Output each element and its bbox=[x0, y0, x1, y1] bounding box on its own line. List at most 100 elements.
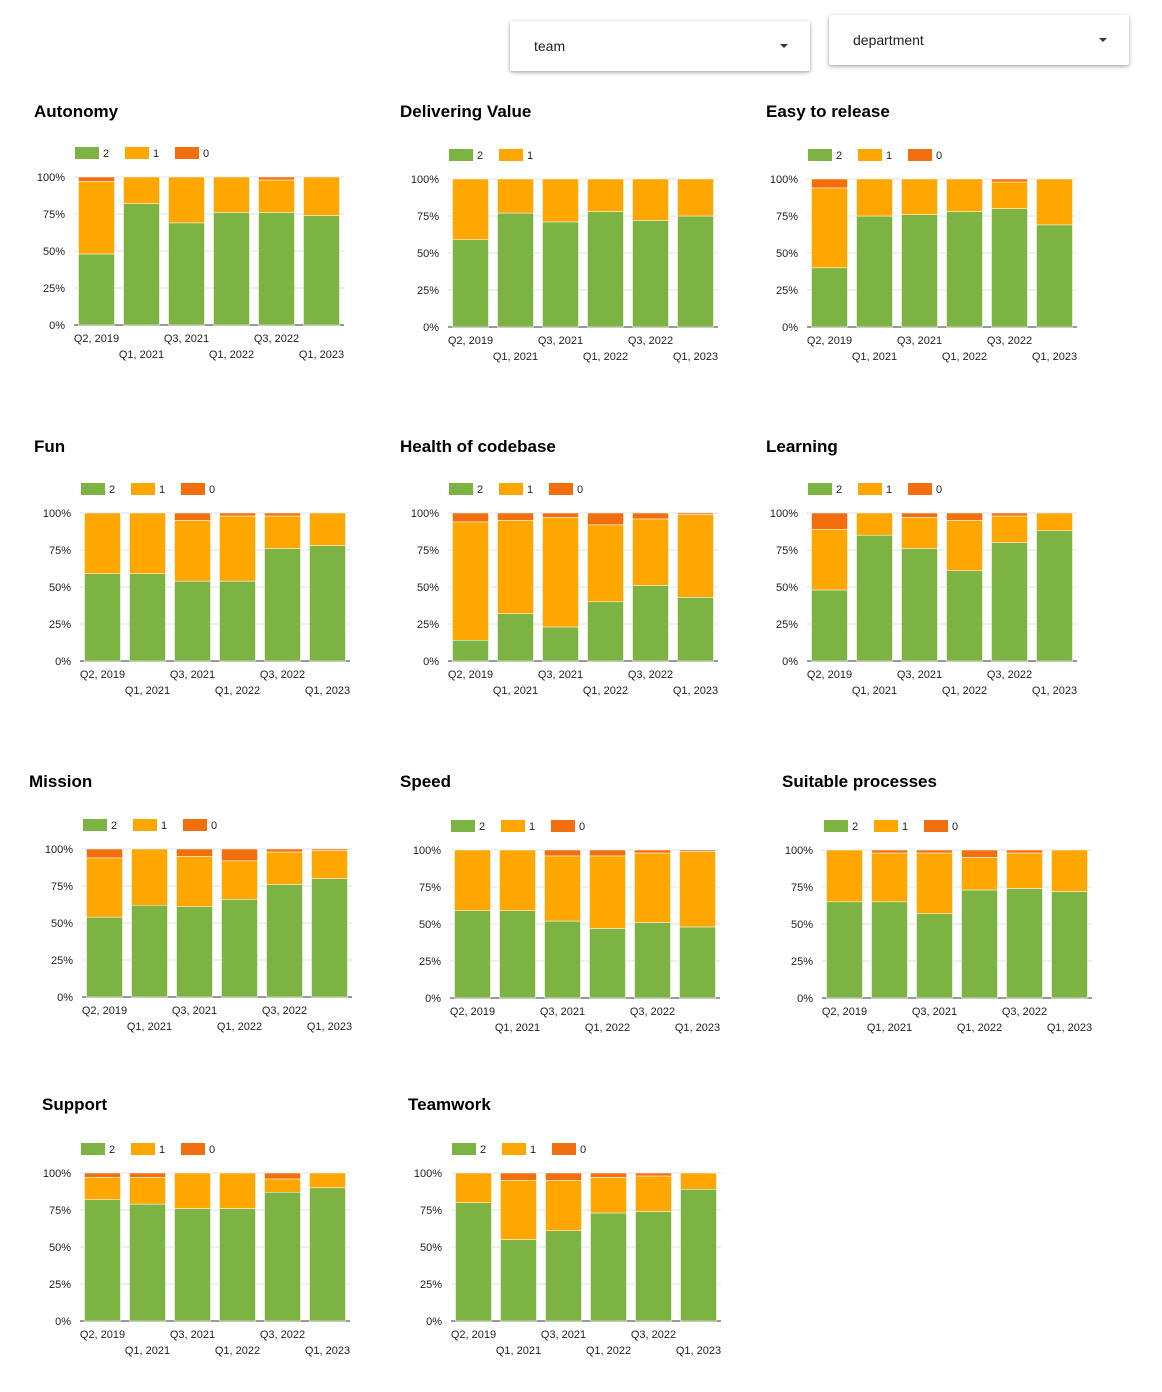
bar-segment-2 bbox=[946, 570, 983, 662]
bar-segment-2 bbox=[542, 626, 579, 662]
bar-segment-0 bbox=[174, 512, 211, 521]
bar-segment-0 bbox=[542, 512, 579, 518]
bar-segment-1 bbox=[219, 515, 256, 582]
x-tick-label: Q3, 2021 bbox=[164, 333, 209, 345]
legend-label-1: 1 bbox=[159, 1144, 165, 1156]
bar-segment-1 bbox=[309, 512, 346, 546]
y-tick-label: 25% bbox=[49, 1279, 71, 1291]
bar-segment-2 bbox=[129, 573, 166, 662]
x-tick-label: Q1, 2021 bbox=[493, 685, 538, 697]
bar-segment-2 bbox=[168, 222, 205, 326]
legend-label-2: 2 bbox=[852, 821, 858, 833]
bar-segment-1 bbox=[901, 517, 938, 549]
x-tick-label: Q1, 2023 bbox=[673, 685, 718, 697]
bar-segment-2 bbox=[303, 215, 340, 326]
legend-label-2: 2 bbox=[103, 148, 109, 160]
bar-segment-0 bbox=[176, 848, 213, 857]
bar-segment-0 bbox=[500, 1172, 537, 1181]
x-tick-label: Q1, 2022 bbox=[586, 1345, 631, 1357]
legend-label-0: 0 bbox=[211, 820, 217, 832]
y-tick-label: 25% bbox=[776, 619, 798, 631]
legend-swatch-2 bbox=[452, 1143, 476, 1155]
bar-segment-2 bbox=[213, 212, 250, 326]
x-tick-label: Q3, 2021 bbox=[538, 335, 583, 347]
x-tick-label: Q3, 2022 bbox=[262, 1005, 307, 1017]
y-tick-label: 25% bbox=[43, 283, 65, 295]
x-tick-label: Q1, 2021 bbox=[125, 685, 170, 697]
bar-segment-0 bbox=[452, 512, 489, 523]
bar-segment-2 bbox=[264, 548, 301, 662]
legend-label-0: 0 bbox=[580, 1144, 586, 1156]
legend-swatch-1 bbox=[499, 483, 523, 495]
y-tick-label: 25% bbox=[51, 955, 73, 967]
bar-segment-0 bbox=[811, 178, 848, 189]
y-tick-label: 100% bbox=[411, 508, 439, 520]
department-filter-dropdown[interactable]: department bbox=[829, 15, 1129, 65]
y-tick-label: 0% bbox=[57, 992, 73, 1004]
y-tick-label: 75% bbox=[420, 1205, 442, 1217]
bar-segment-2 bbox=[452, 640, 489, 662]
x-tick-label: Q2, 2019 bbox=[74, 333, 119, 345]
bar-segment-2 bbox=[309, 1187, 346, 1322]
x-tick-label: Q3, 2022 bbox=[631, 1329, 676, 1341]
bar-segment-2 bbox=[454, 910, 491, 999]
bar-segment-2 bbox=[219, 1208, 256, 1322]
bar-segment-1 bbox=[679, 851, 716, 928]
bar-segment-2 bbox=[587, 601, 624, 662]
legend-swatch-2 bbox=[808, 483, 832, 495]
bar-segment-0 bbox=[264, 512, 301, 517]
bar-segment-2 bbox=[452, 239, 489, 328]
x-tick-label: Q1, 2023 bbox=[307, 1021, 352, 1033]
bar-segment-0 bbox=[587, 512, 624, 526]
x-tick-label: Q1, 2021 bbox=[125, 1345, 170, 1357]
team-filter-label: team bbox=[534, 38, 566, 54]
bar-segment-1 bbox=[84, 512, 121, 574]
bar-segment-1 bbox=[86, 857, 123, 918]
bar-segment-1 bbox=[587, 524, 624, 603]
chart-title: Suitable processes bbox=[782, 772, 937, 791]
legend-swatch-1 bbox=[874, 820, 898, 832]
bar-segment-0 bbox=[545, 1172, 582, 1181]
y-tick-label: 0% bbox=[423, 656, 439, 668]
legend-label-2: 2 bbox=[477, 484, 483, 496]
chart-title: Delivering Value bbox=[400, 102, 531, 121]
bar-segment-1 bbox=[961, 857, 998, 891]
bar-segment-2 bbox=[871, 901, 908, 999]
legend-label-0: 0 bbox=[936, 484, 942, 496]
bar-segment-0 bbox=[677, 512, 714, 515]
legend-swatch-1 bbox=[501, 820, 525, 832]
x-tick-label: Q2, 2019 bbox=[807, 335, 852, 347]
bar-segment-0 bbox=[266, 848, 303, 853]
legend-label-0: 0 bbox=[579, 821, 585, 833]
bar-segment-1 bbox=[946, 178, 983, 212]
bar-segment-1 bbox=[497, 520, 534, 614]
x-tick-label: Q1, 2021 bbox=[852, 351, 897, 363]
bar-segment-0 bbox=[311, 848, 348, 851]
bar-segment-1 bbox=[916, 852, 953, 914]
y-tick-label: 50% bbox=[51, 918, 73, 930]
bar-segment-1 bbox=[632, 518, 669, 586]
x-tick-label: Q2, 2019 bbox=[450, 1006, 495, 1018]
y-tick-label: 75% bbox=[419, 882, 441, 894]
legend-label-1: 1 bbox=[527, 150, 533, 162]
bar-segment-2 bbox=[542, 221, 579, 328]
bar-segment-2 bbox=[131, 904, 168, 998]
legend-label-1: 1 bbox=[529, 821, 535, 833]
bar-segment-0 bbox=[221, 848, 258, 862]
bar-segment-1 bbox=[499, 849, 536, 911]
legend-swatch-1 bbox=[133, 819, 157, 831]
chart-title: Autonomy bbox=[34, 102, 119, 121]
chevron-down-icon bbox=[780, 44, 788, 48]
bar-segment-2 bbox=[174, 580, 211, 662]
bar-segment-1 bbox=[84, 1177, 121, 1200]
team-filter-dropdown[interactable]: team bbox=[510, 21, 810, 71]
x-tick-label: Q3, 2022 bbox=[630, 1006, 675, 1018]
bar-segment-1 bbox=[680, 1172, 717, 1190]
bar-segment-0 bbox=[497, 512, 534, 521]
bar-segment-2 bbox=[264, 1191, 301, 1322]
x-tick-label: Q1, 2022 bbox=[209, 349, 254, 361]
bar-segment-2 bbox=[826, 901, 863, 999]
